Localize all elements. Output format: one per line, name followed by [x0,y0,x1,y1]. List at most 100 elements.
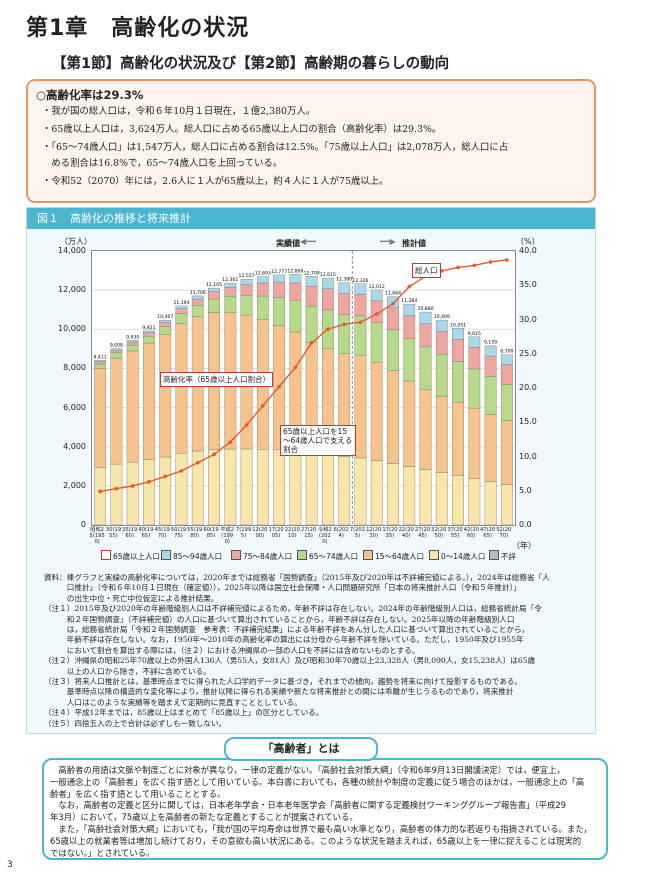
bar-segment [240,279,253,285]
bar-total-label: 8,411 [94,354,107,360]
x-tick-label: 17(2035) [382,527,398,539]
bar-segment [370,460,383,525]
bar-total-label: 8,700 [500,349,513,355]
bar-total-label: 10,051 [450,322,466,328]
aging-rate-point [342,322,346,327]
y-tick-left: 4,000 [63,441,86,451]
bar-segment [403,466,416,525]
concept-text-line: 一般通念上の「高齢者」を広く指す語として用いている。本白書においても，各種の統計… [50,776,585,787]
aging-rate-point [147,480,151,484]
y-tick-left: 0 [80,520,86,529]
bar-total-label: 12,361 [222,277,238,283]
x-tick-label: 27(2015) [301,527,317,539]
bar-segment [110,348,123,351]
bar-segment [419,469,432,525]
y-axis-unit-right: （%） [516,237,540,246]
section-title: 【第1節】高齢化の状況及び【第2節】高齢期の暮らしの動向 [52,56,450,72]
bar-total-label: 12,777 [271,269,287,275]
aging-rate-point [228,440,233,444]
bar-total-label: 12,105 [206,282,222,288]
aging-rate-point [244,423,249,427]
legend-item: 不詳 [501,552,516,561]
concept-text-line: 高齢者の用語は文脈や制度ごとに対象が異なり，一律の定義がない。「高齢社会対策大綱… [50,765,565,775]
bar-segment [110,463,123,525]
y-tick-right: 35.0 [519,280,537,290]
figure-note: （注３）将来人口推計とは，基準時点までに得られた人口学的データに基づき，それまで… [44,677,523,686]
bar-segment [191,305,204,317]
y-tick-right: 0.0 [519,520,532,529]
x-tick-label: 37(2055) [447,527,463,539]
bar-segment [159,319,172,323]
aging-rate-point [195,460,200,465]
actual-label: 実績値 [276,239,300,248]
summary-bullet: ・我が国の総人口は，令和６年10月１日現在，１億2,380万人。 [42,106,316,117]
figure-note: 資料：棒グラフと実線の高齢化率については，2020年までは総務省「国勢調査」（2… [44,573,550,582]
bar-segment [159,326,172,335]
bar-segment [419,346,432,390]
bar-segment [403,380,416,467]
bar-segment [305,276,318,287]
bar-segment [273,297,285,326]
bar-segment [338,293,351,315]
bar-segment [322,277,334,289]
summary-bullet: ・「65～74歳人口」は1,547万人，総人口に占める割合は12.5%。「75歳… [42,142,509,153]
bar-total-label: 12,326 [352,278,368,284]
bar-total-label: 12,380 [336,277,352,283]
bar-segment [500,354,513,365]
bar-segment [126,340,139,343]
bar-segment [419,389,432,470]
bar-total-label: 9,615 [468,331,481,337]
x-tick-label: 50(1975) [170,527,187,539]
bar-segment [468,336,481,348]
bar-segment [191,295,204,300]
aging-rate-point [98,489,102,494]
bar-segment [143,342,155,460]
bar-segment [403,338,416,382]
chart-legend: 65歳以上人口 85～94歳人口 75～84歳人口 65～74歳人口 15～64… [101,550,516,563]
summary-bullet: ・65歳以上人口は，3,624万人。総人口に占める65歳以上人口の割合（高齢化率… [42,124,442,135]
bar-total-label: 12,806 [287,268,303,274]
aging-rate-point [261,404,265,408]
bar-segment [94,363,107,369]
x-tick-label: 60(1985) [203,527,219,539]
bar-segment [289,450,302,525]
bar-segment [387,307,399,331]
y-axis-unit-left: （万人） [60,237,92,246]
aging-rate-point [472,263,477,268]
bar-segment [354,283,367,295]
legend-item: 15～64歳人口 [375,552,425,561]
bar-segment [500,420,513,485]
legend-item: 65歳以上人口 [113,552,161,561]
bar-segment [354,354,367,459]
x-tick-label: 45(1970) [154,527,170,539]
bar-segment [175,308,188,314]
aging-rate-point [456,265,460,270]
summary-bullet: ・令和52（2070）年には，2.6人に１人が65歳以上，約４人に１人が75歳以… [42,176,389,187]
bar-segment [110,352,123,359]
bar-total-label: 11,706 [190,290,206,296]
bar-segment [484,481,497,525]
bar-segment [500,384,513,421]
chart-svg: 8,4119,0089,4309,92110,46711,19411,70612… [92,251,515,525]
bar-segment [175,305,188,309]
bar-segment [419,311,432,324]
aging-rate-point [407,284,412,289]
y-tick-left: 14,000 [58,246,86,255]
aging-rate-point [326,327,330,331]
bar-total-label: 10,467 [157,314,173,320]
aging-rate-point [391,301,395,306]
bar-segment [419,323,432,348]
bar-segment [305,305,318,343]
x-tick-label: 22(2010) [284,527,300,539]
concept-text-line: また，「高齢社会対策大綱」においても，「我が国の平均寿命は世界で最も高い水準とな… [50,824,592,834]
bar-segment [208,298,220,313]
x-tick-label: 27(2045) [414,527,431,539]
bar-total-label: 11,284 [401,298,417,304]
aging-rate-point [309,340,314,345]
figure-note: 口推計」（令和６年10月１日現在（確定値）），2025年以降は国立社会保障・人口… [44,583,521,593]
bar-segment [354,457,367,525]
bar-segment [403,303,416,316]
y-tick-right: 10.0 [519,451,537,461]
summary-bullet: める割合は16.8%で，65～74歳人口を上回っている。 [42,158,283,169]
concept-title: 「高齢者」とは [224,737,378,761]
